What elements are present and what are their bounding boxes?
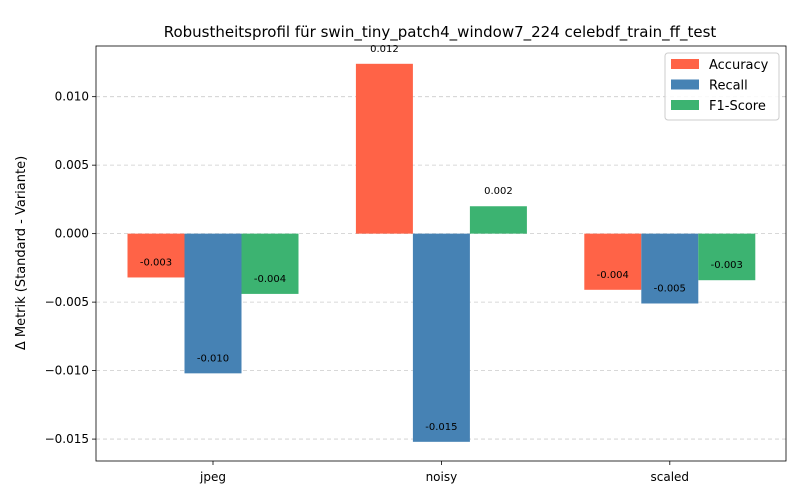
legend: Accuracy Recall F1-Score: [664, 52, 780, 121]
bar-f1-score-jpeg: [241, 233, 299, 294]
bar-recall-noisy: [412, 233, 470, 442]
data-label: -0.015: [425, 422, 457, 433]
bar-recall-jpeg: [184, 233, 242, 374]
data-label: -0.004: [597, 270, 629, 281]
data-label: -0.003: [711, 260, 743, 271]
data-label: -0.004: [254, 274, 286, 285]
x-tick-label: scaled: [651, 470, 690, 484]
legend-label: Recall: [709, 79, 748, 94]
y-ticks: −0.015 −0.010 −0.005 0.000 0.005 0.010: [45, 90, 96, 446]
y-tick-label: −0.005: [45, 295, 89, 309]
y-tick-label: −0.015: [45, 432, 89, 446]
data-label: -0.010: [197, 353, 229, 364]
x-tick-label: noisy: [426, 470, 458, 484]
bar-f1-score-scaled: [698, 233, 756, 281]
data-labels: -0.003 0.012 -0.004 -0.010 -0.015 -0.005 -0.00…: [140, 44, 743, 433]
y-tick-label: 0.010: [55, 90, 89, 104]
bar-recall-scaled: [641, 233, 699, 304]
data-label: -0.005: [654, 283, 686, 294]
data-label: -0.003: [140, 257, 172, 268]
data-label: 0.002: [484, 186, 513, 197]
bar-accuracy-noisy: [355, 63, 413, 234]
chart-title: Robustheitsprofil für swin_tiny_patch4_w…: [164, 23, 717, 42]
legend-swatch-accuracy: [671, 59, 699, 69]
bars: [127, 63, 756, 442]
legend-swatch-f1-score: [671, 100, 699, 110]
legend-label: Accuracy: [709, 58, 769, 73]
x-ticks: jpeg noisy scaled: [199, 461, 689, 484]
y-tick-label: 0.000: [55, 227, 89, 241]
y-axis-label: Δ Metrik (Standard - Variante): [14, 156, 29, 350]
legend-swatch-recall: [671, 79, 699, 90]
data-label: 0.012: [370, 44, 399, 55]
bar-accuracy-scaled: [584, 233, 642, 290]
y-tick-label: 0.005: [55, 158, 89, 172]
y-tick-label: −0.010: [45, 364, 89, 378]
bar-accuracy-jpeg: [127, 233, 185, 278]
bar-f1-score-noisy: [469, 206, 527, 234]
x-tick-label: jpeg: [199, 470, 226, 484]
legend-label: F1-Score: [709, 99, 766, 114]
